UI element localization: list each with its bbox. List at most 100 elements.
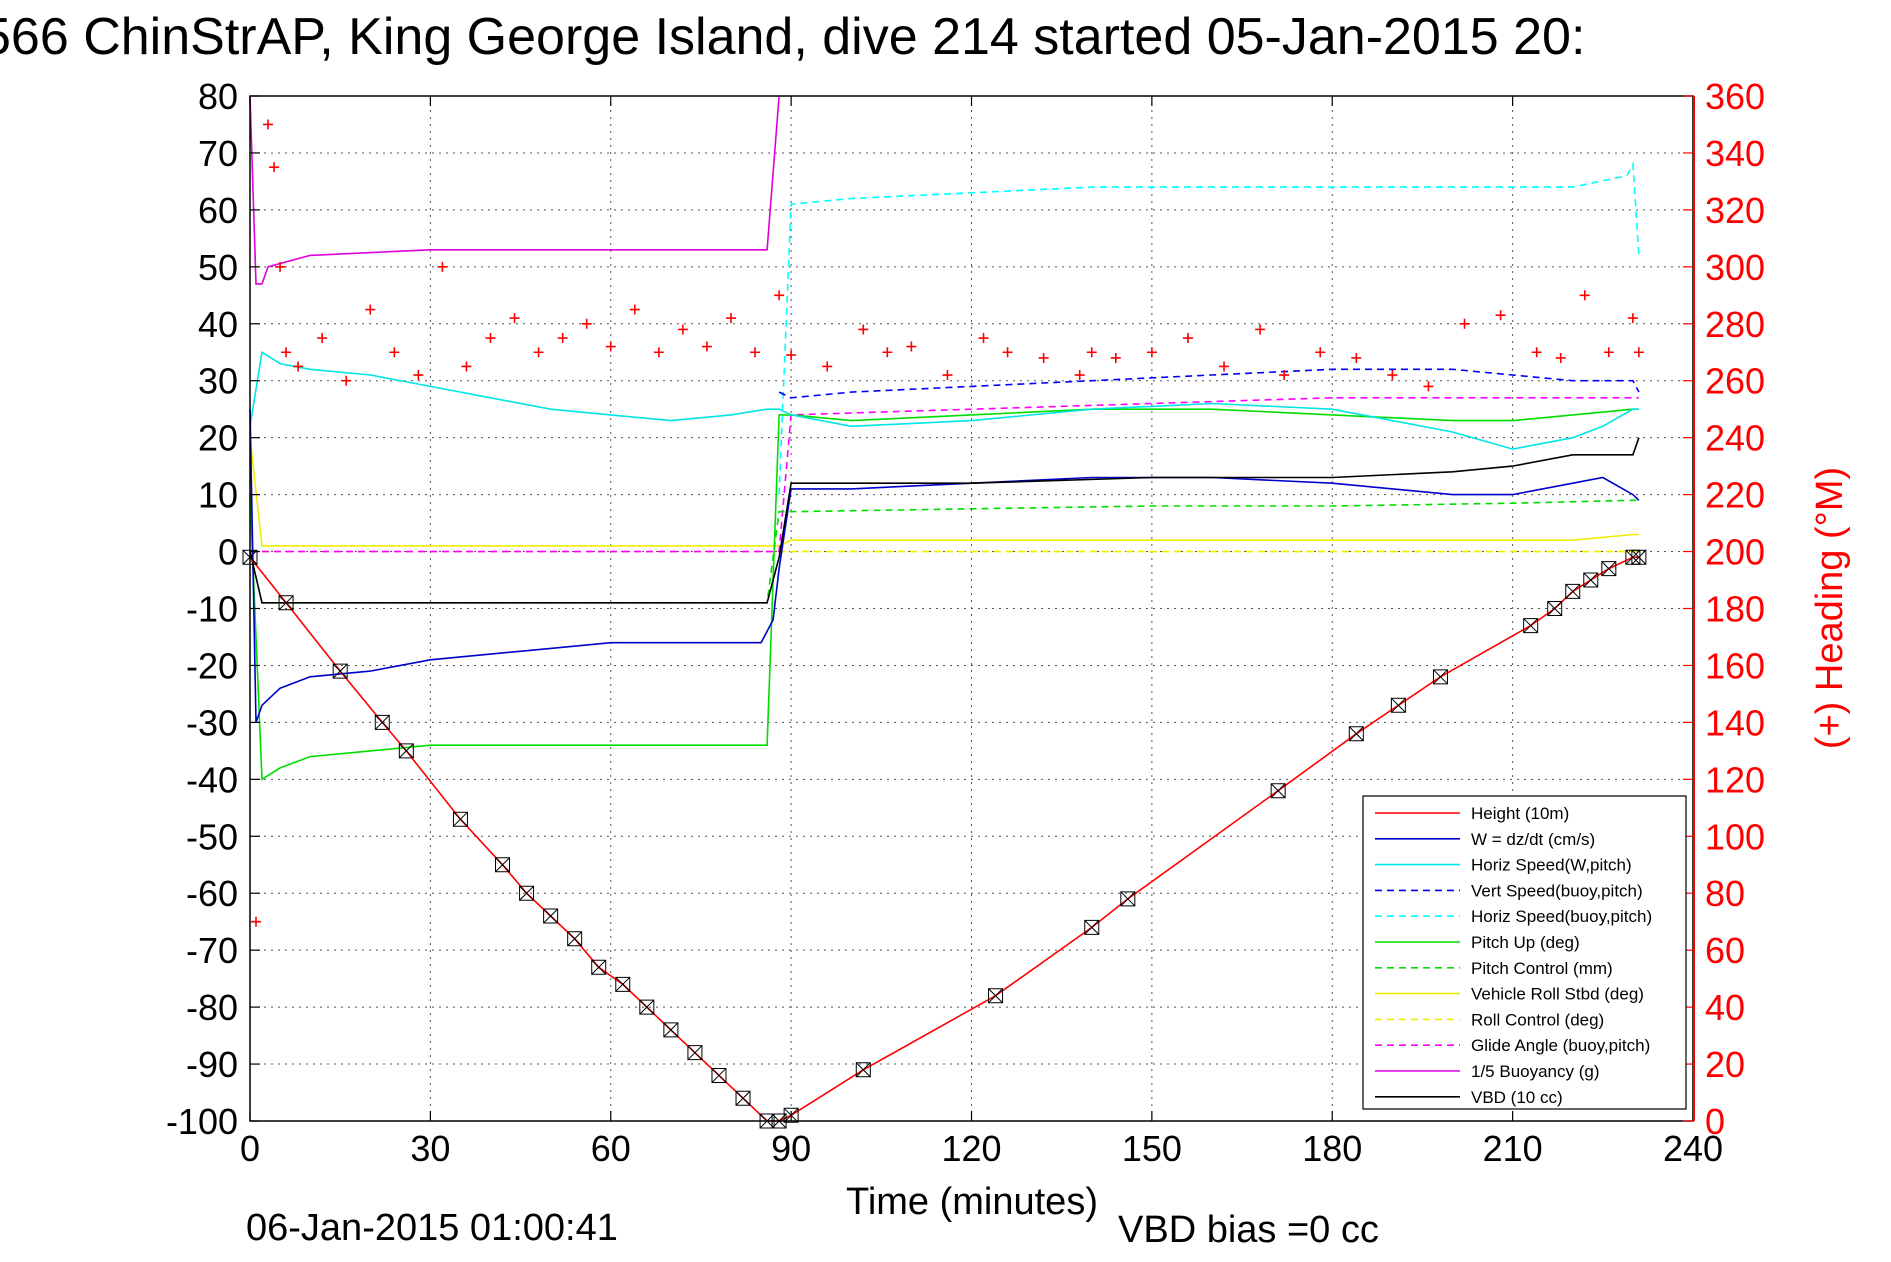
series-buoyancy [249, 95, 780, 285]
y2-tick-label: 200 [1705, 532, 1765, 573]
height-marker [1120, 891, 1136, 907]
y-tick-label: -10 [186, 589, 238, 630]
series-line [778, 161, 1640, 495]
height-marker [567, 931, 583, 947]
x-tick-label: 120 [941, 1128, 1001, 1169]
legend-box [1362, 795, 1687, 1110]
heading-point [1182, 333, 1193, 344]
heading-point [858, 324, 869, 335]
height-marker [1432, 669, 1448, 685]
y-tick-label: -40 [186, 759, 238, 800]
y-tick-label: -80 [186, 987, 238, 1028]
legend-label: Glide Angle (buoy,pitch) [1471, 1036, 1650, 1055]
height-marker [591, 959, 607, 975]
heading-point [1315, 347, 1326, 358]
heading-point [1038, 352, 1049, 363]
x-tick-label: 240 [1663, 1128, 1723, 1169]
height-marker [663, 1022, 679, 1038]
heading-point [1555, 352, 1566, 363]
y-tick-label: -100 [166, 1101, 238, 1142]
footer-vbd-bias: VBD bias =0 cc [1118, 1209, 1379, 1251]
heading-point [750, 347, 761, 358]
y-tick-label: -70 [186, 930, 238, 971]
y2-tick-label: 360 [1705, 76, 1765, 117]
y2-tick-label: 340 [1705, 133, 1765, 174]
legend-label: Pitch Control (mm) [1471, 959, 1613, 978]
legend-label: Vehicle Roll Stbd (deg) [1471, 985, 1644, 1004]
y2-axis-label: (+) Heading (°M) [1809, 467, 1851, 749]
series-glide_angle [250, 396, 1639, 553]
y-tick-label: 80 [198, 76, 238, 117]
heading-point [581, 318, 592, 329]
heading-point [413, 370, 424, 381]
x-axis-ticks: 0 30 60 90 120 150 180 210 240 [240, 96, 1723, 1169]
y2-tick-label: 140 [1705, 702, 1765, 743]
x-tick-label: 0 [240, 1128, 260, 1169]
y-tick-label: 70 [198, 133, 238, 174]
height-marker [1601, 561, 1617, 577]
y-tick-label: 50 [198, 247, 238, 288]
heading-point [263, 119, 274, 130]
series-line [249, 437, 1639, 547]
footer-timestamp: 06-Jan-2015 01:00:41 [246, 1207, 618, 1249]
y2-tick-label: 160 [1705, 645, 1765, 686]
height-marker [1547, 601, 1563, 616]
series-layer [242, 95, 1647, 1129]
x-tick-label: 150 [1122, 1128, 1182, 1169]
height-marker [495, 857, 511, 873]
height-marker [519, 885, 535, 901]
heading-point [1603, 347, 1614, 358]
height-marker [735, 1090, 751, 1106]
y2-tick-label: 320 [1705, 190, 1765, 231]
legend-label: Horiz Speed(buoy,pitch) [1471, 907, 1652, 926]
y2-tick-label: 40 [1705, 987, 1745, 1028]
legend-label: 1/5 Buoyancy (g) [1471, 1062, 1600, 1081]
series-roll [249, 437, 1639, 547]
heading-point [1146, 347, 1157, 358]
y2-tick-label: 20 [1705, 1044, 1745, 1085]
y-tick-label: -30 [186, 702, 238, 743]
heading-point [281, 347, 292, 358]
y-axis-ticks: 80 70 60 50 40 30 20 10 0 -10 -20 -30 -40 -50 -60 -70 -8… [166, 76, 260, 1142]
height-marker [374, 714, 390, 730]
heading-point [485, 333, 496, 344]
y-tick-label: 10 [198, 475, 238, 516]
y2-tick-label: 60 [1705, 930, 1745, 971]
heading-point [1351, 352, 1362, 363]
series-line [249, 409, 1640, 723]
heading-point [882, 347, 893, 358]
heading-point [1579, 290, 1590, 301]
heading-point [1110, 352, 1121, 363]
y-tick-label: 60 [198, 190, 238, 231]
height-marker [452, 811, 468, 827]
height-marker [1270, 783, 1286, 799]
heading-point [1531, 347, 1542, 358]
series-line [249, 437, 1640, 604]
heading-point [509, 313, 520, 324]
series-line [778, 368, 1640, 399]
heading-point [1459, 318, 1470, 329]
heading-point [437, 261, 448, 272]
series-pitch_up [249, 408, 1639, 781]
height-marker [398, 743, 414, 759]
height-marker [1631, 549, 1647, 565]
x-tick-label: 60 [591, 1128, 631, 1169]
y2-tick-label: 220 [1705, 475, 1765, 516]
y2-tick-label: 100 [1705, 816, 1765, 857]
heading-point [1633, 347, 1644, 358]
y2-tick-label: 120 [1705, 759, 1765, 800]
y2-tick-label: 260 [1705, 361, 1765, 402]
heading-point [293, 361, 304, 372]
series-horiz_speed_buoy [778, 161, 1640, 495]
legend-label: Horiz Speed(W,pitch) [1471, 856, 1632, 875]
legend-label: Vert Speed(buoy,pitch) [1471, 881, 1643, 900]
heading-point [726, 313, 736, 324]
x-axis-label: Time (minutes) [846, 1181, 1098, 1223]
heading-point [1387, 370, 1398, 381]
heading-point [1627, 313, 1638, 324]
heading-point [774, 290, 785, 301]
heading-point [269, 162, 280, 173]
heading-point [389, 347, 400, 358]
series-line [249, 95, 780, 285]
y-tick-label: -50 [186, 816, 238, 857]
